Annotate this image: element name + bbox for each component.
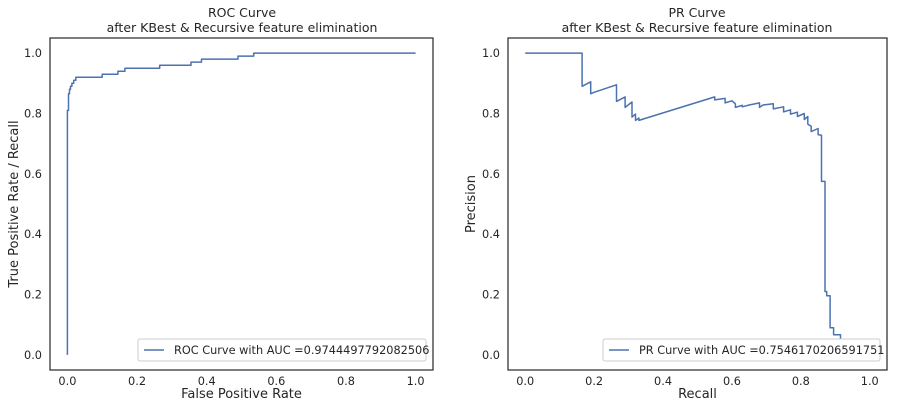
y-tick-label: 1.0: [24, 47, 42, 60]
y-tick-label: 0.4: [482, 228, 500, 241]
x-tick-label: 0.4: [654, 375, 672, 388]
x-tick-labels: 0.0 0.2 0.4 0.6 0.8 1.0: [516, 375, 879, 388]
legend-frame: [602, 338, 881, 362]
y-tick-label: 0.8: [24, 107, 42, 120]
chart-subtitle: after KBest & Recursive feature eliminat…: [562, 20, 833, 35]
y-axis-label: Precision: [464, 175, 479, 233]
series-line: [66, 52, 416, 355]
x-tick-label: 1.0: [861, 375, 879, 388]
legend-entry-label: PR Curve with AUC =0.7546170206591751: [639, 344, 884, 357]
plot-area-frame: [49, 37, 434, 371]
y-tick-label: 0.6: [24, 168, 42, 181]
y-tick-label: 0.0: [482, 349, 500, 362]
legend: ROC Curve with AUC =0.9744497792082506: [137, 338, 429, 362]
y-tick-labels: 0.0 0.2 0.4 0.6 0.8 1.0: [24, 47, 42, 362]
y-tick-label: 0.8: [482, 107, 500, 120]
x-axis-label: Recall: [678, 387, 717, 402]
y-tick-label: 0.2: [24, 289, 42, 302]
y-tick-label: 0.4: [24, 228, 42, 241]
roc-chart: ROC Curve after KBest & Recursive featur…: [7, 5, 434, 402]
x-tick-label: 0.0: [516, 375, 534, 388]
series-layer: [525, 52, 842, 355]
y-axis-label: True Positive Rate / Recall: [7, 120, 22, 288]
x-tick-label: 0.8: [792, 375, 810, 388]
x-tick-label: 0.4: [198, 375, 216, 388]
y-tick-label: 1.0: [482, 47, 500, 60]
x-tick-label: 1.0: [407, 375, 425, 388]
x-tick-label: 0.2: [585, 375, 603, 388]
plot-area-frame: [507, 37, 888, 371]
legend: PR Curve with AUC =0.7546170206591751: [602, 338, 884, 362]
legend-entry-label: ROC Curve with AUC =0.9744497792082506: [174, 344, 429, 357]
chart-title: PR Curve: [668, 5, 725, 20]
x-axis-label: False Positive Rate: [181, 387, 302, 402]
series-line: [525, 52, 842, 355]
pr-chart: PR Curve after KBest & Recursive feature…: [464, 5, 888, 402]
legend-frame: [137, 338, 427, 362]
x-tick-label: 0.2: [128, 375, 146, 388]
y-tick-label: 0.6: [482, 168, 500, 181]
series-layer: [66, 52, 416, 355]
chart-title: ROC Curve: [208, 5, 276, 20]
x-tick-label: 0.6: [267, 375, 285, 388]
x-tick-labels: 0.0 0.2 0.4 0.6 0.8 1.0: [58, 375, 424, 388]
chart-subtitle: after KBest & Recursive feature eliminat…: [107, 20, 378, 35]
y-tick-label: 0.2: [482, 289, 500, 302]
y-tick-labels: 0.0 0.2 0.4 0.6 0.8 1.0: [482, 47, 500, 362]
x-tick-label: 0.6: [723, 375, 741, 388]
x-tick-label: 0.8: [337, 375, 355, 388]
x-tick-label: 0.0: [58, 375, 76, 388]
y-tick-label: 0.0: [24, 349, 42, 362]
